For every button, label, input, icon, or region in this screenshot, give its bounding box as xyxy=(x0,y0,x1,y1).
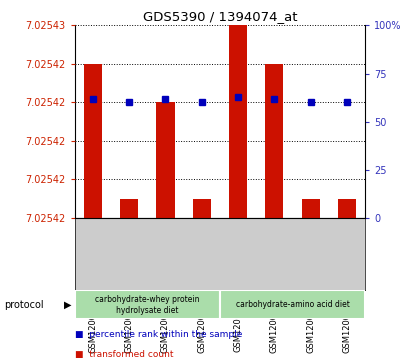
Bar xyxy=(75,290,220,319)
Bar xyxy=(84,64,102,218)
Text: carbohydrate-whey protein
hydrolysate diet: carbohydrate-whey protein hydrolysate di… xyxy=(95,295,200,315)
Bar xyxy=(229,25,247,218)
Text: ▶: ▶ xyxy=(64,300,72,310)
Bar xyxy=(265,64,283,218)
Title: GDS5390 / 1394074_at: GDS5390 / 1394074_at xyxy=(143,10,297,23)
Bar xyxy=(220,290,365,319)
Bar xyxy=(156,102,175,218)
Bar xyxy=(193,199,211,218)
Bar xyxy=(120,199,138,218)
Text: carbohydrate-amino acid diet: carbohydrate-amino acid diet xyxy=(236,301,349,309)
Text: ■  transformed count: ■ transformed count xyxy=(75,350,173,359)
Text: ■  percentile rank within the sample: ■ percentile rank within the sample xyxy=(75,330,242,339)
Bar xyxy=(338,199,356,218)
Text: protocol: protocol xyxy=(4,300,44,310)
Bar xyxy=(302,199,320,218)
